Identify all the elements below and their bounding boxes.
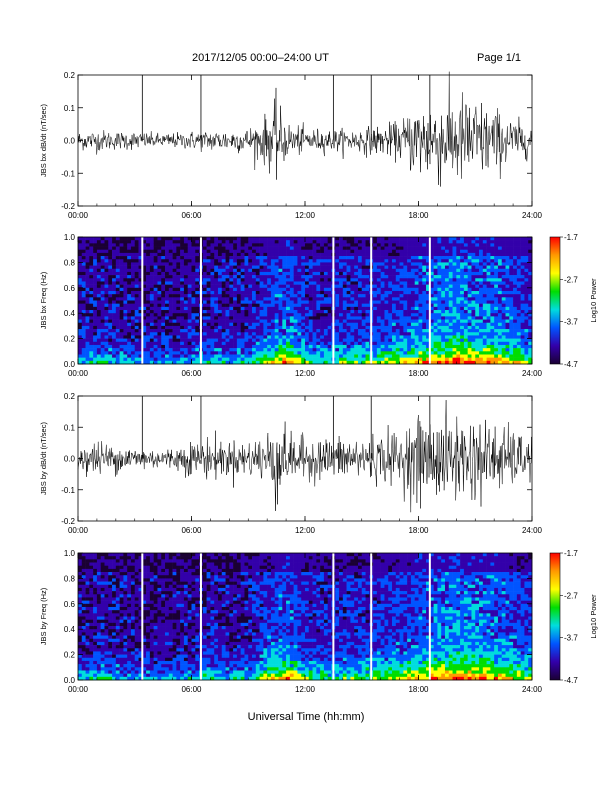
x-tick-label: 18:00 xyxy=(408,369,429,378)
page-number: Page 1/1 xyxy=(477,52,522,64)
y-tick-label: 1.0 xyxy=(64,233,76,242)
y-tick-label: -0.2 xyxy=(61,202,75,211)
y-axis-label: JBS by dB/dt (nT/sec) xyxy=(39,422,48,495)
x-tick-label: 12:00 xyxy=(295,526,316,535)
x-tick-label: 06:00 xyxy=(181,526,202,535)
panel-2-axes: 00:00 06:00 12:00 18:00 24:00 1.0 0.8 0.6 0.4 0.2… xyxy=(39,233,543,378)
colorbar-tick-label: -4.7 xyxy=(564,676,578,685)
x-tick-label: 24:00 xyxy=(522,685,543,694)
spectrogram-cells xyxy=(78,237,533,365)
x-axis-title: Universal Time (hh:mm) xyxy=(247,711,365,723)
colorbar-tick-label: -2.7 xyxy=(564,591,578,600)
x-tick-label: 06:00 xyxy=(181,685,202,694)
colorbar-gradient xyxy=(549,552,561,681)
y-tick-label: 0.2 xyxy=(64,71,76,80)
x-tick-label: 00:00 xyxy=(68,526,89,535)
x-tick-label: 24:00 xyxy=(522,526,543,535)
x-tick-label: 06:00 xyxy=(181,369,202,378)
x-tick-label: 00:00 xyxy=(68,211,89,220)
x-tick-label: 12:00 xyxy=(295,369,316,378)
panel-4-axes: 00:00 06:00 12:00 18:00 24:00 1.0 0.8 0.6 0.4 0.2… xyxy=(39,549,543,694)
x-tick-label: 00:00 xyxy=(68,369,89,378)
y-tick-label: 0.0 xyxy=(64,360,76,369)
x-tick-label: 00:00 xyxy=(68,685,89,694)
panel-3-axes: 00:00 06:00 12:00 18:00 24:00 0.2 0.1 0.0 -0.1 -0… xyxy=(39,392,543,535)
y-tick-label: -0.2 xyxy=(61,517,75,526)
colorbar-tick-label: -4.7 xyxy=(564,360,578,369)
x-tick-label: 24:00 xyxy=(522,211,543,220)
colorbar: -1.7 -2.7 -3.7 -4.7 Log10 Power xyxy=(549,233,598,369)
y-tick-label: 0.2 xyxy=(64,392,76,401)
colorbar-tick-label: -2.7 xyxy=(564,275,578,284)
y-axis-label: JBS bx Freq (Hz) xyxy=(39,271,48,329)
y-axis-label: JBS bx dB/dt (nT/sec) xyxy=(39,104,48,177)
colorbar: -1.7 -2.7 -3.7 -4.7 Log10 Power xyxy=(549,549,598,685)
x-tick-label: 18:00 xyxy=(408,685,429,694)
y-tick-label: 0.2 xyxy=(64,335,76,344)
y-tick-label: 1.0 xyxy=(64,549,76,558)
y-tick-label: 0.4 xyxy=(64,625,76,634)
y-axis-label: JBS by Freq (Hz) xyxy=(39,587,48,645)
y-tick-label: 0.8 xyxy=(64,258,76,267)
x-tick-label: 18:00 xyxy=(408,211,429,220)
x-tick-label: 24:00 xyxy=(522,369,543,378)
colorbar-gradient xyxy=(549,236,561,365)
x-tick-label: 06:00 xyxy=(181,211,202,220)
y-tick-label: 0.0 xyxy=(64,455,76,464)
y-tick-label: 0.1 xyxy=(64,104,76,113)
colorbar-label: Log10 Power xyxy=(589,594,598,639)
y-tick-label: 0.6 xyxy=(64,284,76,293)
y-tick-label: 0.1 xyxy=(64,423,76,432)
y-tick-label: -0.1 xyxy=(61,169,75,178)
colorbar-tick-label: -3.7 xyxy=(564,318,578,327)
y-tick-label: 0.0 xyxy=(64,137,76,146)
y-tick-label: 0.0 xyxy=(64,676,76,685)
colorbar-label: Log10 Power xyxy=(589,278,598,323)
page-title: 2017/12/05 00:00–24:00 UT xyxy=(192,52,330,64)
spectrogram-cells xyxy=(78,553,533,681)
series-line xyxy=(77,400,533,513)
x-tick-label: 12:00 xyxy=(295,685,316,694)
x-tick-label: 18:00 xyxy=(408,526,429,535)
colorbar-tick-label: -1.7 xyxy=(564,549,578,558)
series-line xyxy=(77,71,533,187)
x-tick-label: 12:00 xyxy=(295,211,316,220)
y-tick-label: 0.8 xyxy=(64,574,76,583)
colorbar-tick-label: -3.7 xyxy=(564,634,578,643)
y-tick-label: 0.2 xyxy=(64,651,76,660)
colorbar-tick-label: -1.7 xyxy=(564,233,578,242)
y-tick-label: 0.4 xyxy=(64,309,76,318)
y-tick-label: 0.6 xyxy=(64,600,76,609)
panel-1-axes: 00:00 06:00 12:00 18:00 24:00 0.2 0.1 0.0 -0.1 -0… xyxy=(39,71,543,220)
y-tick-label: -0.1 xyxy=(61,486,75,495)
